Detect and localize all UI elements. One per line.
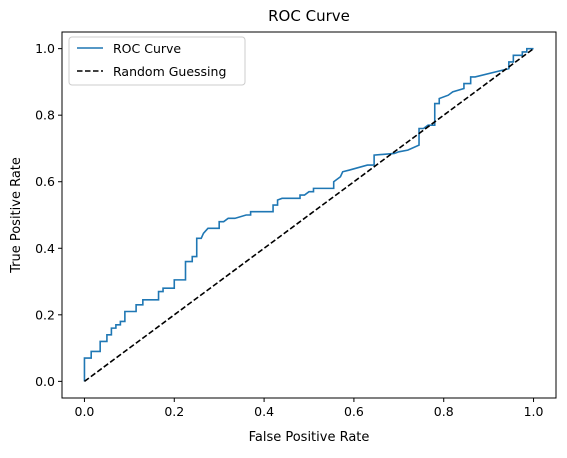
y-tick-label: 0.8 [35,108,55,123]
x-axis-label: False Positive Rate [249,430,370,445]
x-tick-label: 0.2 [164,404,184,419]
legend-label-random-guessing: Random Guessing [113,64,226,79]
legend-box [68,36,246,86]
x-tick-label: 0.6 [344,404,364,419]
series-line-random-guessing [83,47,535,383]
y-tick-label: 1.0 [35,41,55,56]
ticks-layer: 0.0 0.2 0.4 0.6 0.8 1.0 0.0 0.2 0.4 0.6 0.8 1.0 [35,41,543,419]
legend: ROC Curve Random Guessing [68,36,246,86]
y-tick-label: 0.2 [35,307,55,322]
y-axis-label: True Positive Rate [9,157,24,274]
chart-title: ROC Curve [268,7,350,25]
x-tick-label: 0.0 [75,404,95,419]
legend-label-roc-curve: ROC Curve [113,41,181,56]
series-line-roc-curve [83,47,534,382]
x-tick-label: 0.4 [254,404,274,419]
plot-layer [83,47,535,383]
y-tick-label: 0.4 [35,241,55,256]
x-tick-label: 0.8 [434,404,454,419]
x-tick-label: 1.0 [524,404,544,419]
y-tick-label: 0.0 [35,374,55,389]
y-tick-label: 0.6 [35,174,55,189]
plot-frame [61,31,557,399]
